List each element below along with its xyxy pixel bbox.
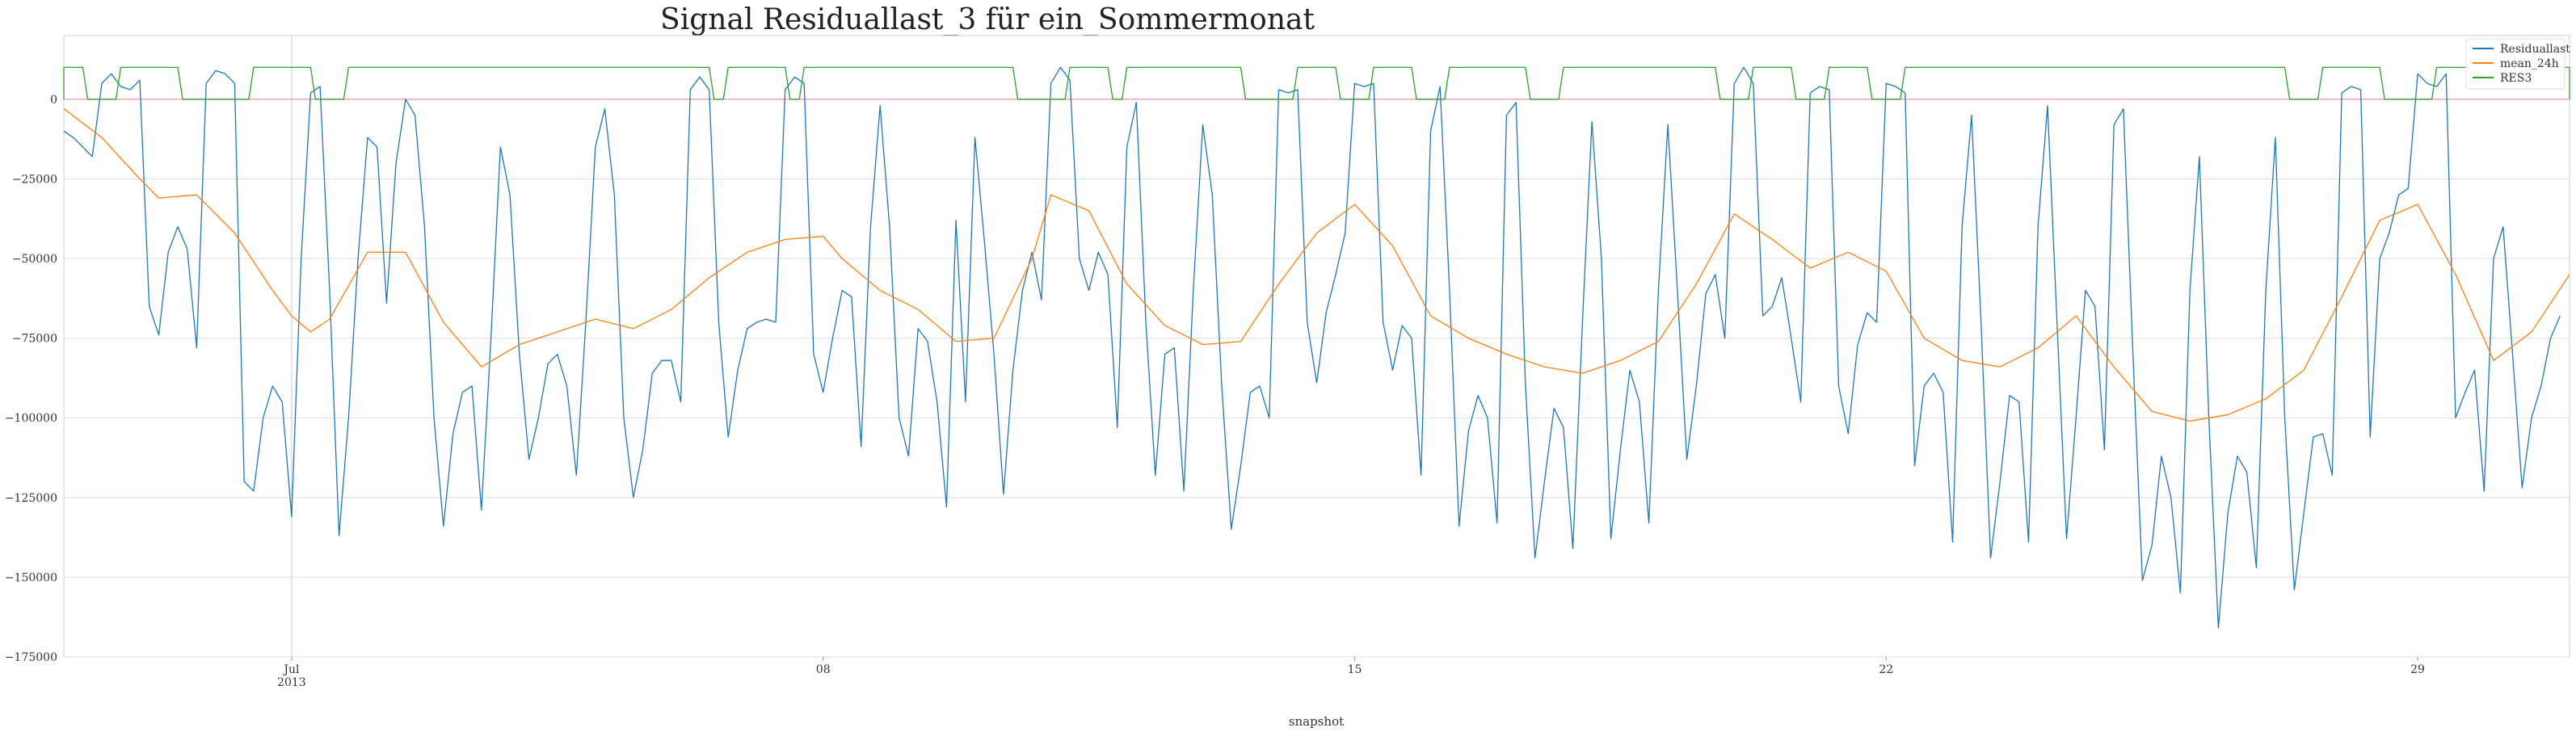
reference-lines	[64, 36, 2570, 657]
legend-box	[2465, 38, 2565, 90]
y-tick-label: −75000	[12, 333, 57, 346]
x-axis-label: snapshot	[1289, 714, 1344, 729]
y-tick-label: −25000	[12, 173, 57, 186]
y-tick-label: 0	[50, 94, 57, 107]
x-tick-sublabel: 2013	[277, 676, 306, 689]
gridlines	[64, 99, 2570, 658]
series-line-RES3	[63, 66, 2570, 100]
x-tick-label: 08	[816, 663, 831, 676]
series-line-Residuallast	[63, 66, 2561, 629]
x-tick-label: 15	[1348, 663, 1362, 676]
y-axis: 0 −25000 −50000 −75000 −100000 −125000 −150000…	[5, 94, 57, 664]
y-tick-label: −150000	[5, 571, 57, 584]
y-tick-label: −100000	[5, 412, 57, 425]
legend-label-Residuallast: Residuallast	[2500, 43, 2570, 56]
x-tick-label: Jul	[282, 663, 300, 676]
series-layer	[63, 66, 2570, 629]
y-tick-label: −50000	[12, 253, 57, 266]
y-tick-label: −125000	[5, 492, 57, 505]
plot-area	[63, 35, 2570, 658]
series-line-mean_24h	[63, 108, 2570, 422]
x-tick-label: 22	[1879, 663, 1893, 676]
y-tick-label: −175000	[5, 651, 57, 664]
legend-label-RES3: RES3	[2500, 72, 2532, 85]
x-tick-label: 29	[2410, 663, 2425, 676]
chart-title: Signal Residuallast_3 für ein_Sommermona…	[660, 3, 1315, 36]
legend-label-mean_24h: mean_24h	[2500, 57, 2559, 70]
